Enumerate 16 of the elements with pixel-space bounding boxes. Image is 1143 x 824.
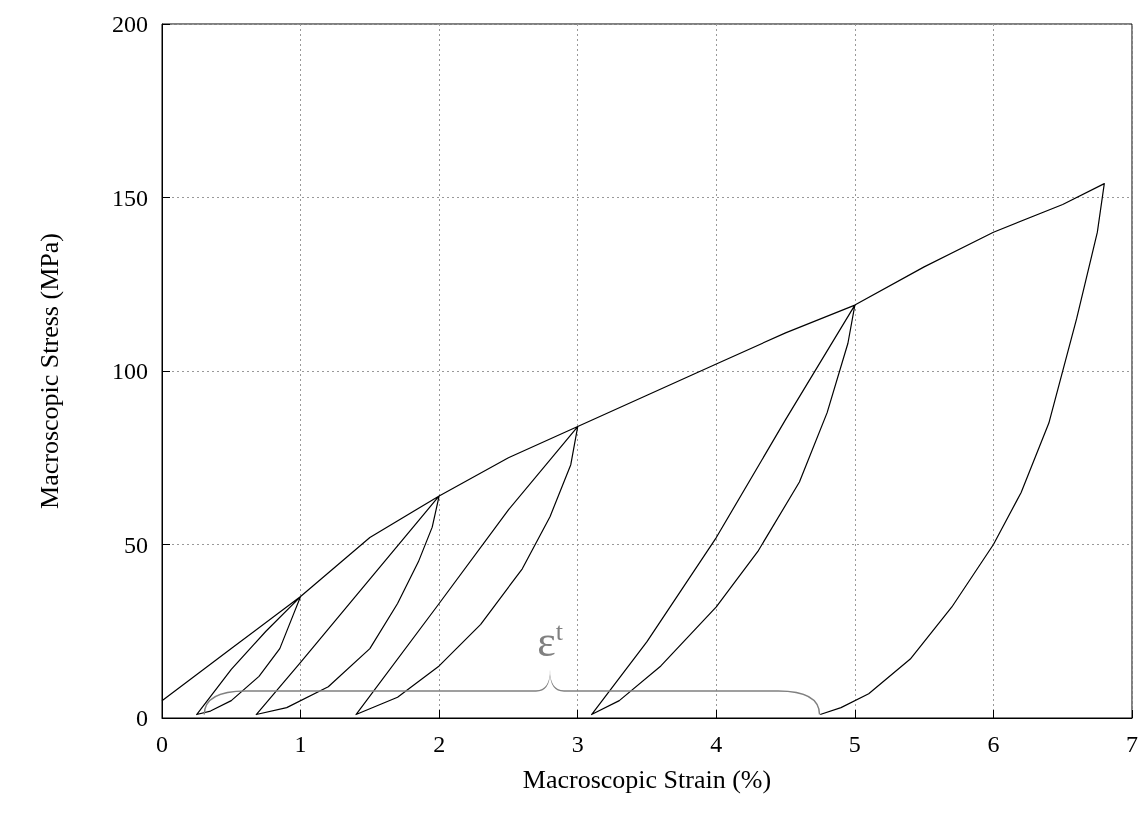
y-tick-label: 150 [112, 184, 148, 211]
y-tick-label: 0 [136, 705, 148, 731]
x-axis-title: Macroscopic Strain (%) [522, 764, 772, 794]
annotation: ε$^{t}$ [537, 616, 563, 668]
y-tick-label: 200 [112, 11, 148, 37]
x-tick-label: 1 [294, 731, 307, 757]
x-tick-label: 5 [848, 731, 861, 757]
x-tick-label: 0 [156, 731, 168, 757]
y-tick-label: 50 [124, 531, 148, 558]
x-tick-label: 7 [1126, 731, 1138, 757]
x-tick-label: 3 [571, 731, 584, 757]
y-axis-title: Macroscopic Stress (MPa) [34, 233, 64, 509]
x-tick-label: 4 [710, 731, 723, 757]
x-tick-label: 6 [987, 731, 1000, 757]
y-tick-label: 100 [112, 358, 148, 384]
x-tick-label: 2 [433, 731, 446, 757]
